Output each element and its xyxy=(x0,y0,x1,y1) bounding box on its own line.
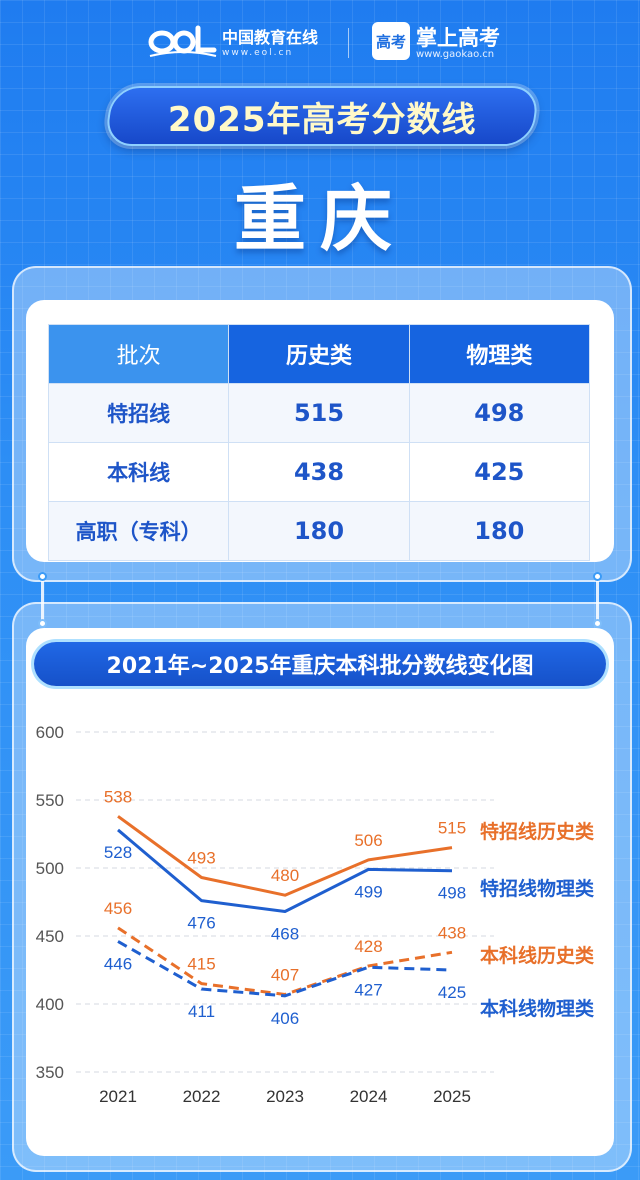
data-label: 538 xyxy=(104,787,132,806)
physics-score: 425 xyxy=(408,442,591,502)
data-label: 438 xyxy=(438,923,466,942)
header: 中国教育在线 www.eol.cn 高考 掌上高考 www.gaokao.cn xyxy=(0,18,640,68)
x-tick-label: 2025 xyxy=(433,1087,471,1106)
series-line xyxy=(117,940,453,998)
table-row: 特招线 515 498 xyxy=(47,383,591,443)
data-label: 528 xyxy=(104,843,132,862)
data-label: 415 xyxy=(187,955,215,974)
data-label: 480 xyxy=(271,866,299,885)
x-tick-label: 2021 xyxy=(99,1087,137,1106)
data-label: 506 xyxy=(354,831,382,850)
data-label: 493 xyxy=(187,849,215,868)
left-connector xyxy=(38,572,47,628)
data-label: 428 xyxy=(354,937,382,956)
x-tick-label: 2024 xyxy=(350,1087,388,1106)
header-divider xyxy=(348,28,349,58)
data-label: 427 xyxy=(354,980,382,999)
title-banner: 2025年高考分数线 xyxy=(103,86,541,146)
data-label: 515 xyxy=(438,819,466,838)
table-header-row: 批次 历史类 物理类 xyxy=(47,324,591,384)
series-line xyxy=(117,828,453,914)
line-chart: 350 400 450 500 550 600 2021 2022 2023 2024 2025 53… xyxy=(36,723,594,1106)
chart-title: 2021年~2025年重庆本科批分数线变化图 xyxy=(106,654,534,679)
y-tick-label: 350 xyxy=(36,1063,64,1082)
legend-label: 特招线历史类 xyxy=(480,820,594,843)
data-label: 468 xyxy=(271,925,299,944)
header-batch: 批次 xyxy=(47,324,230,384)
y-tick-label: 450 xyxy=(36,927,64,946)
legend-label: 本科线历史类 xyxy=(480,944,594,967)
history-score: 180 xyxy=(228,501,410,561)
x-tick-label: 2022 xyxy=(183,1087,221,1106)
data-label: 407 xyxy=(271,965,299,984)
right-connector xyxy=(593,572,602,628)
table-row: 本科线 438 425 xyxy=(47,442,591,502)
legend-label: 特招线物理类 xyxy=(480,877,594,900)
x-tick-label: 2023 xyxy=(266,1087,304,1106)
eol-logo-icon xyxy=(148,25,217,57)
row-label: 高职（专科） xyxy=(47,501,230,561)
table-row: 高职（专科） 180 180 xyxy=(47,501,591,561)
physics-score: 180 xyxy=(408,501,591,561)
history-score: 515 xyxy=(228,383,410,443)
y-tick-label: 400 xyxy=(36,995,64,1014)
score-table: 批次 历史类 物理类 特招线 515 498 本科线 438 425 高职（专科… xyxy=(47,324,591,561)
row-label: 本科线 xyxy=(47,442,230,502)
y-tick-label: 550 xyxy=(36,791,64,810)
data-label: 411 xyxy=(188,1002,215,1021)
gaokao-logo-icon: 高考 xyxy=(372,22,410,60)
data-label: 456 xyxy=(104,899,132,918)
data-label: 476 xyxy=(187,914,215,933)
series-line xyxy=(117,815,453,897)
brand-name: 中国教育在线 xyxy=(222,28,319,47)
brand-url: www.eol.cn xyxy=(222,48,294,58)
row-label: 特招线 xyxy=(47,383,230,443)
y-tick-label: 500 xyxy=(36,859,64,878)
data-label: 446 xyxy=(104,954,132,973)
brand2-url: www.gaokao.cn xyxy=(416,49,495,60)
history-score: 438 xyxy=(228,442,410,502)
data-label: 425 xyxy=(438,983,466,1002)
city-title: 重庆 xyxy=(233,177,406,261)
data-label: 499 xyxy=(354,882,382,901)
header-history: 历史类 xyxy=(228,324,410,384)
chart-title-pill: 2021年~2025年重庆本科批分数线变化图 xyxy=(34,642,606,686)
legend-label: 本科线物理类 xyxy=(480,997,594,1020)
y-tick-label: 600 xyxy=(36,723,64,742)
page-title: 2025年高考分数线 xyxy=(167,99,477,140)
chart-card xyxy=(26,628,614,1156)
data-label: 498 xyxy=(438,884,466,903)
header-physics: 物理类 xyxy=(408,324,591,384)
data-label: 406 xyxy=(271,1009,299,1028)
physics-score: 498 xyxy=(408,383,591,443)
brand2-name: 掌上高考 xyxy=(416,26,500,50)
